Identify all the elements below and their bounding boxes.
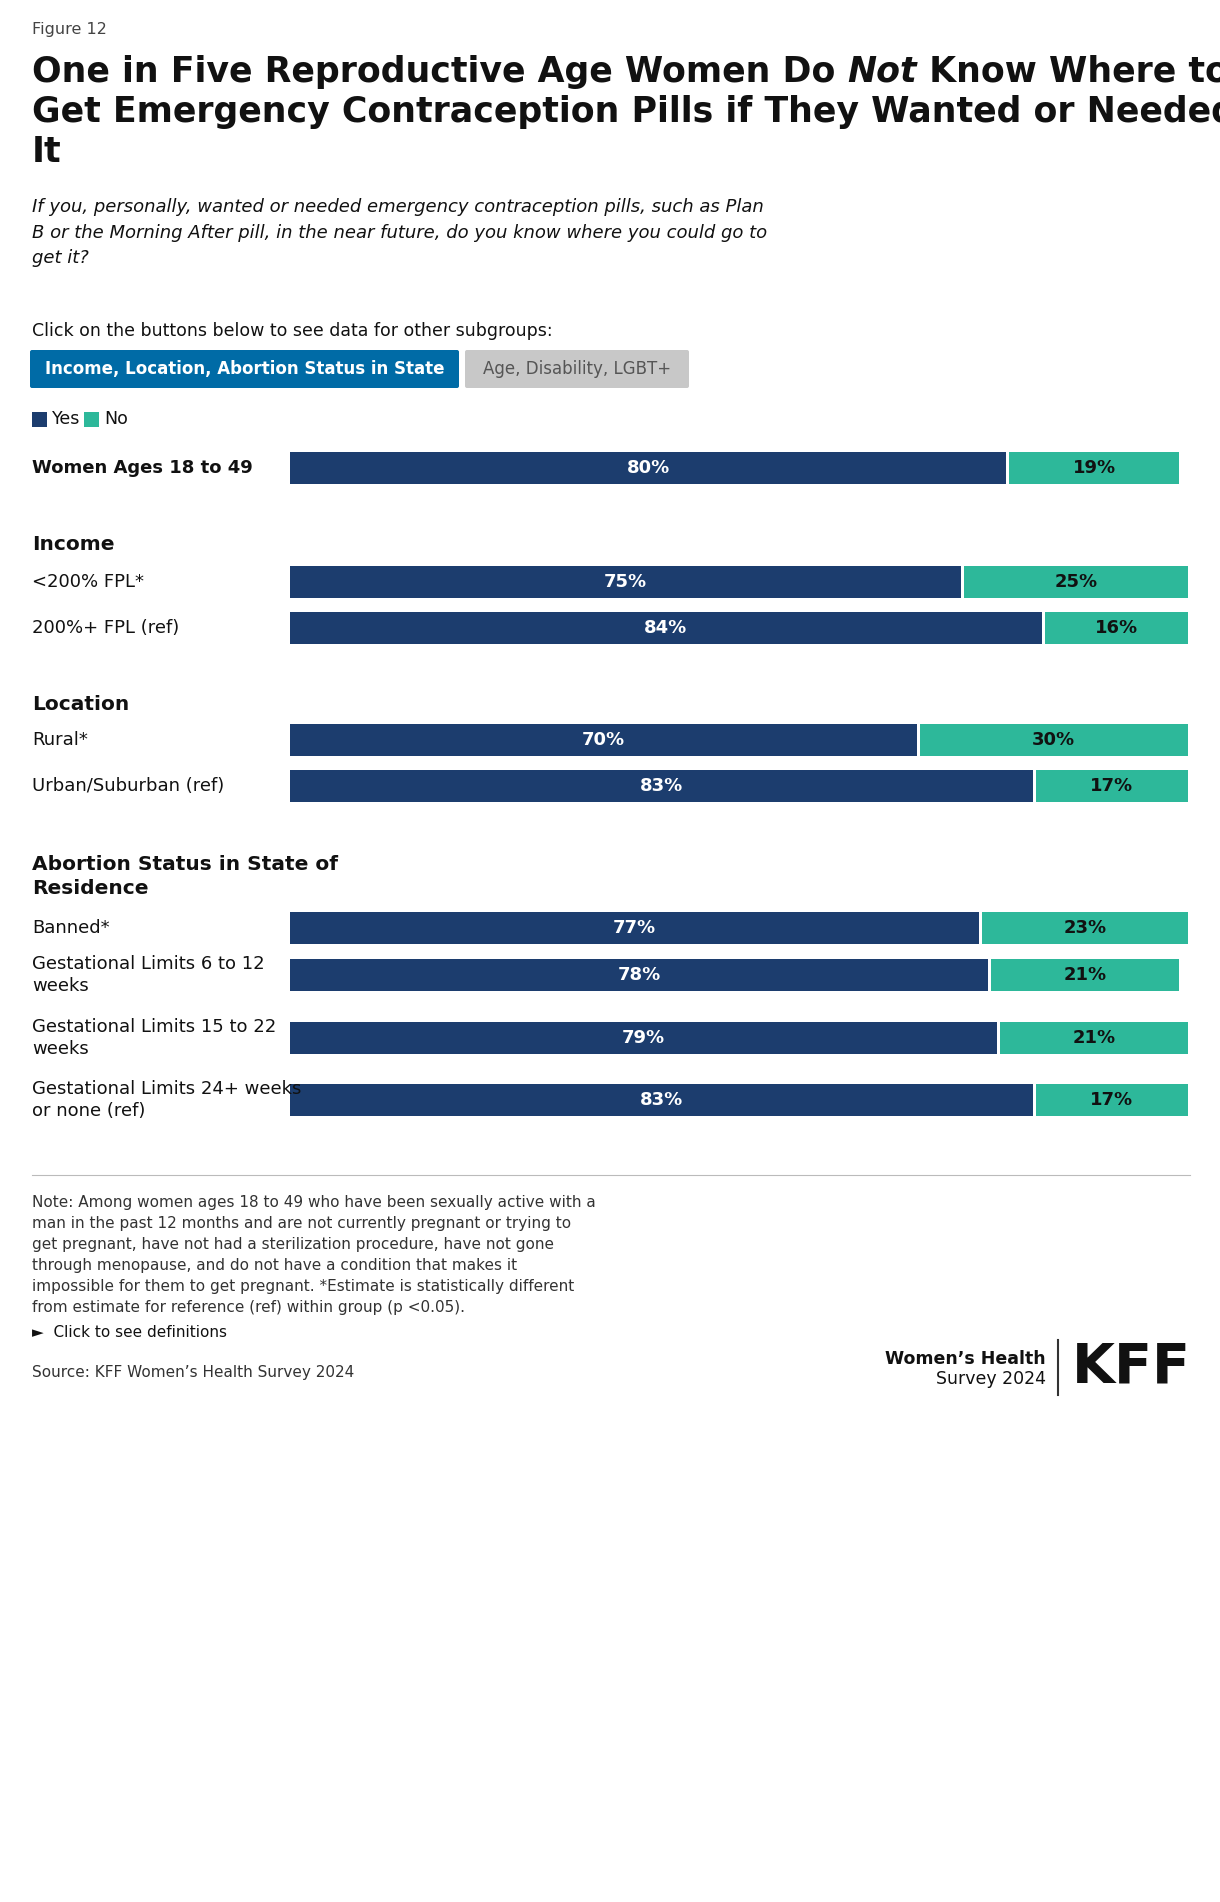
Bar <box>32 413 48 428</box>
Bar <box>982 911 1188 943</box>
Text: Women’s Health: Women’s Health <box>886 1350 1046 1369</box>
Text: 75%: 75% <box>604 573 647 592</box>
Text: Gestational Limits 15 to 22
weeks: Gestational Limits 15 to 22 weeks <box>32 1018 276 1058</box>
Bar <box>1044 612 1188 645</box>
Text: 19%: 19% <box>1072 458 1115 477</box>
Bar <box>290 911 980 943</box>
Text: Banned*: Banned* <box>32 919 110 938</box>
FancyBboxPatch shape <box>30 350 459 388</box>
Bar <box>1009 453 1179 483</box>
Text: ►  Click to see definitions: ► Click to see definitions <box>32 1326 227 1341</box>
Text: Know Where to: Know Where to <box>917 55 1220 89</box>
Bar <box>1036 770 1188 803</box>
Text: Survey 2024: Survey 2024 <box>936 1369 1046 1387</box>
Text: 23%: 23% <box>1064 919 1107 938</box>
Bar <box>964 567 1188 597</box>
Text: <200% FPL*: <200% FPL* <box>32 573 144 592</box>
Text: Income: Income <box>32 534 115 553</box>
Text: Income, Location, Abortion Status in State: Income, Location, Abortion Status in Sta… <box>45 359 444 378</box>
Text: Gestational Limits 6 to 12
weeks: Gestational Limits 6 to 12 weeks <box>32 955 265 995</box>
Bar <box>290 770 1033 803</box>
Text: Age, Disability, LGBT+: Age, Disability, LGBT+ <box>483 359 671 378</box>
Text: 200%+ FPL (ref): 200%+ FPL (ref) <box>32 618 179 637</box>
Text: Urban/Suburban (ref): Urban/Suburban (ref) <box>32 778 224 795</box>
Text: Click on the buttons below to see data for other subgroups:: Click on the buttons below to see data f… <box>32 321 553 340</box>
Text: Abortion Status in State of
Residence: Abortion Status in State of Residence <box>32 856 338 898</box>
Text: No: No <box>104 411 128 428</box>
Text: Women Ages 18 to 49: Women Ages 18 to 49 <box>32 458 253 477</box>
Text: KFF: KFF <box>1072 1341 1191 1394</box>
Text: 17%: 17% <box>1091 778 1133 795</box>
Text: 77%: 77% <box>612 919 656 938</box>
Bar <box>290 959 988 991</box>
Text: If you, personally, wanted or needed emergency contraception pills, such as Plan: If you, personally, wanted or needed eme… <box>32 198 767 268</box>
Text: 21%: 21% <box>1072 1029 1115 1046</box>
Text: Source: KFF Women’s Health Survey 2024: Source: KFF Women’s Health Survey 2024 <box>32 1366 354 1381</box>
Text: One in Five Reproductive Age Women Do: One in Five Reproductive Age Women Do <box>32 55 848 89</box>
Text: 17%: 17% <box>1091 1092 1133 1109</box>
Bar <box>290 1021 997 1054</box>
Text: It: It <box>32 135 62 169</box>
Text: 79%: 79% <box>622 1029 665 1046</box>
Text: 16%: 16% <box>1094 618 1138 637</box>
Text: 83%: 83% <box>639 778 683 795</box>
Text: 83%: 83% <box>639 1092 683 1109</box>
Text: Not: Not <box>848 55 917 89</box>
Bar <box>1036 1084 1188 1116</box>
Bar <box>991 959 1179 991</box>
Bar <box>84 413 99 428</box>
Bar <box>290 725 916 755</box>
Text: Location: Location <box>32 694 129 713</box>
Bar <box>1000 1021 1188 1054</box>
Bar <box>290 567 961 597</box>
Text: Get Emergency Contraception Pills if They Wanted or Needed: Get Emergency Contraception Pills if The… <box>32 95 1220 129</box>
Text: 78%: 78% <box>617 966 661 983</box>
Bar <box>290 453 1006 483</box>
Bar <box>920 725 1188 755</box>
Text: Yes: Yes <box>52 411 81 428</box>
Text: 21%: 21% <box>1064 966 1107 983</box>
Text: 80%: 80% <box>626 458 670 477</box>
Text: 25%: 25% <box>1054 573 1098 592</box>
Text: 84%: 84% <box>644 618 688 637</box>
Text: Figure 12: Figure 12 <box>32 23 107 36</box>
Text: Gestational Limits 24+ weeks
or none (ref): Gestational Limits 24+ weeks or none (re… <box>32 1080 301 1120</box>
Text: 70%: 70% <box>582 730 625 749</box>
Bar <box>290 1084 1033 1116</box>
FancyBboxPatch shape <box>465 350 689 388</box>
Text: Rural*: Rural* <box>32 730 88 749</box>
Bar <box>290 612 1042 645</box>
Text: Note: Among women ages 18 to 49 who have been sexually active with a
man in the : Note: Among women ages 18 to 49 who have… <box>32 1194 595 1314</box>
Text: 30%: 30% <box>1032 730 1075 749</box>
